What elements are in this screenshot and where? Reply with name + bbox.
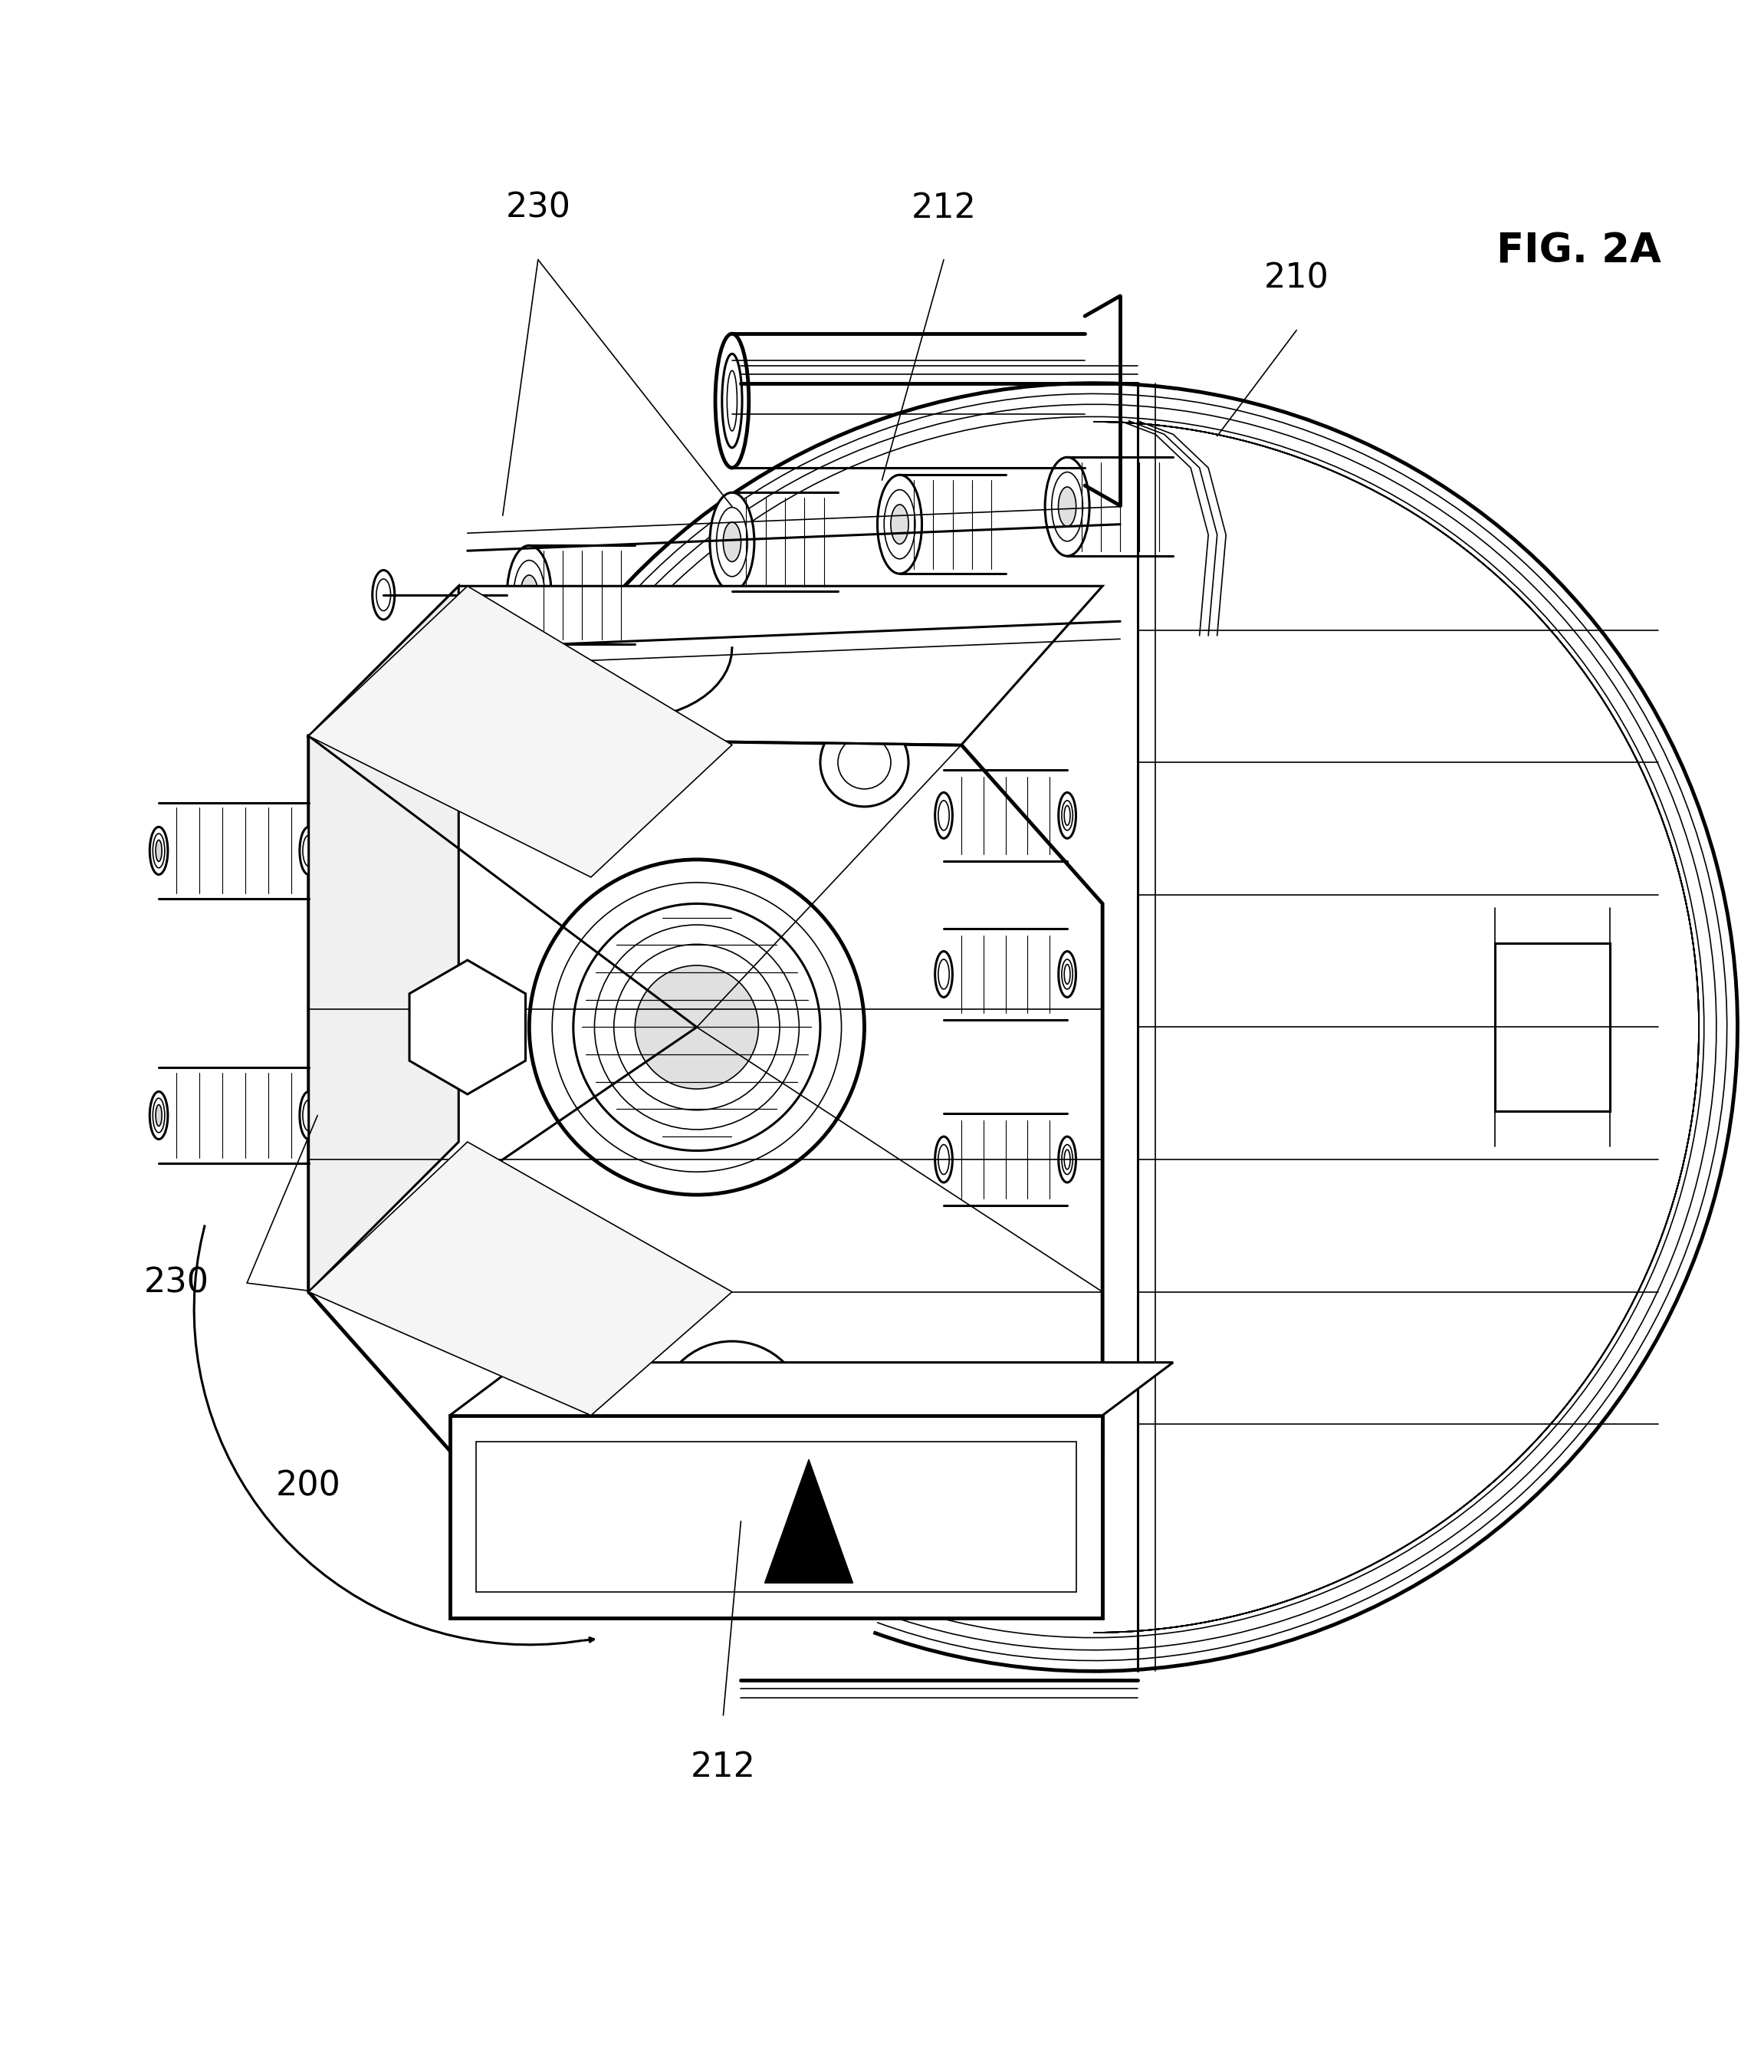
Ellipse shape xyxy=(1058,1138,1076,1183)
Circle shape xyxy=(635,966,759,1090)
Text: 212: 212 xyxy=(691,1751,755,1784)
Ellipse shape xyxy=(153,1098,164,1133)
Circle shape xyxy=(658,1341,806,1490)
Ellipse shape xyxy=(891,506,908,545)
Ellipse shape xyxy=(153,833,164,868)
Ellipse shape xyxy=(150,827,168,874)
Ellipse shape xyxy=(1058,487,1076,526)
Polygon shape xyxy=(476,1442,1076,1591)
Circle shape xyxy=(540,1500,572,1533)
Ellipse shape xyxy=(303,1100,314,1131)
Ellipse shape xyxy=(155,839,162,862)
Ellipse shape xyxy=(529,1382,547,1430)
Ellipse shape xyxy=(300,827,318,874)
Circle shape xyxy=(1526,1001,1579,1055)
Circle shape xyxy=(990,1566,1039,1616)
Circle shape xyxy=(679,1363,785,1469)
Ellipse shape xyxy=(709,493,755,591)
Ellipse shape xyxy=(714,334,748,468)
Polygon shape xyxy=(450,1415,1102,1618)
Ellipse shape xyxy=(506,545,552,644)
Circle shape xyxy=(552,883,841,1173)
Ellipse shape xyxy=(1058,951,1076,997)
Ellipse shape xyxy=(776,1392,794,1440)
Ellipse shape xyxy=(877,474,923,574)
Text: 230: 230 xyxy=(145,1266,208,1299)
Text: FIG. 2A: FIG. 2A xyxy=(1496,230,1662,271)
Circle shape xyxy=(594,924,799,1129)
Text: 230: 230 xyxy=(506,191,570,224)
Ellipse shape xyxy=(778,1399,792,1432)
Ellipse shape xyxy=(935,792,953,839)
Ellipse shape xyxy=(1062,959,1073,988)
Ellipse shape xyxy=(884,489,916,559)
Ellipse shape xyxy=(155,1104,162,1125)
Ellipse shape xyxy=(303,835,314,866)
Ellipse shape xyxy=(1062,800,1073,831)
Circle shape xyxy=(700,1384,764,1446)
Polygon shape xyxy=(309,586,732,876)
Circle shape xyxy=(573,903,820,1150)
Ellipse shape xyxy=(513,559,545,630)
Polygon shape xyxy=(309,1142,732,1415)
Ellipse shape xyxy=(935,951,953,997)
Ellipse shape xyxy=(1051,472,1083,541)
Ellipse shape xyxy=(609,1382,626,1430)
Ellipse shape xyxy=(716,508,748,576)
Ellipse shape xyxy=(856,1392,873,1440)
Ellipse shape xyxy=(531,1390,545,1423)
Circle shape xyxy=(1508,982,1596,1071)
Ellipse shape xyxy=(1062,1144,1073,1175)
Circle shape xyxy=(838,736,891,789)
Ellipse shape xyxy=(376,578,390,611)
Text: 210: 210 xyxy=(1265,261,1328,294)
Polygon shape xyxy=(409,959,526,1094)
Polygon shape xyxy=(309,586,459,1291)
Ellipse shape xyxy=(727,371,737,431)
Text: 212: 212 xyxy=(912,191,975,224)
Polygon shape xyxy=(309,736,1102,1450)
Ellipse shape xyxy=(1058,792,1076,839)
Polygon shape xyxy=(1494,943,1609,1111)
Circle shape xyxy=(760,1566,810,1616)
Ellipse shape xyxy=(721,354,743,448)
Circle shape xyxy=(524,1486,587,1548)
Polygon shape xyxy=(450,1363,1173,1415)
Ellipse shape xyxy=(520,576,538,615)
Circle shape xyxy=(432,992,503,1063)
Circle shape xyxy=(529,860,864,1196)
Ellipse shape xyxy=(372,570,395,620)
Text: 200: 200 xyxy=(277,1469,340,1502)
Ellipse shape xyxy=(1044,458,1090,555)
Ellipse shape xyxy=(935,1138,953,1183)
Polygon shape xyxy=(764,1459,852,1583)
Polygon shape xyxy=(309,586,1102,744)
Ellipse shape xyxy=(723,522,741,562)
Circle shape xyxy=(614,945,780,1111)
Circle shape xyxy=(820,719,908,806)
Ellipse shape xyxy=(150,1092,168,1140)
Ellipse shape xyxy=(300,1092,318,1140)
